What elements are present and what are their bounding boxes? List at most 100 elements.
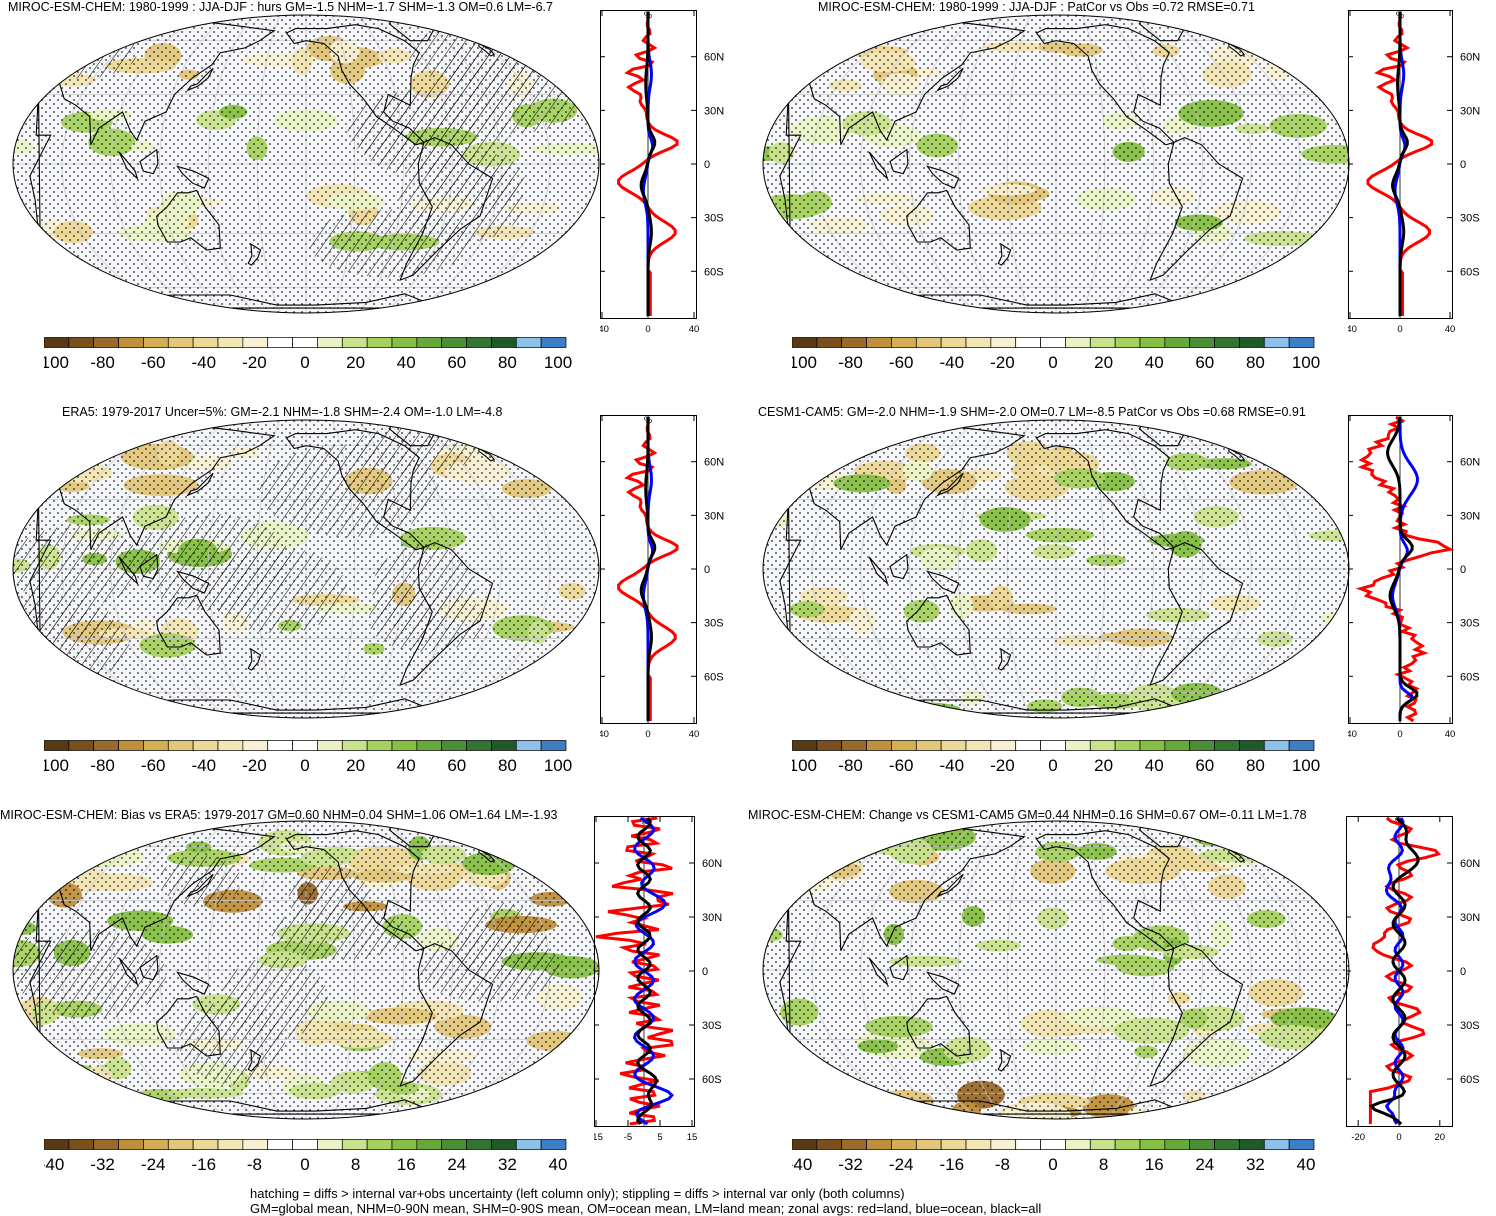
colorbar-swatch (466, 740, 492, 751)
panel-title: MIROC-ESM-CHEM: 1980-1999 : JJA-DJF : Pa… (818, 0, 1255, 14)
colorbar: -40 -32 -24 -16 -8 0 8 16 24 32 40 (44, 1139, 568, 1174)
colorbar-swatch (143, 337, 169, 348)
colorbar-label: 60 (1195, 353, 1214, 372)
footer-note-1: hatching = diffs > internal var+obs unce… (250, 1186, 905, 1201)
zonal-x-tick-label: -40 (600, 729, 609, 740)
lat-tick-label: 0 (1460, 159, 1466, 171)
colorbar-swatch (118, 740, 144, 751)
colorbar-swatch (341, 740, 368, 751)
colorbar-swatch (1263, 1139, 1290, 1150)
panel-miroc-patcor: MIROC-ESM-CHEM: 1980-1999 : JJA-DJF : Pa… (748, 0, 1496, 395)
colorbar-swatch (1214, 740, 1240, 751)
colorbar-label: -100 (792, 353, 817, 372)
lat-tick-label: 60S (702, 1074, 722, 1086)
colorbar-label: 100 (544, 353, 572, 372)
zonal-all-line (635, 817, 659, 1125)
zonal-x-tick-label: 40 (1445, 324, 1456, 335)
colorbar: -100 -80 -60 -40 -20 0 20 40 60 80 100 (792, 740, 1320, 775)
lat-tick-label: 30S (702, 1020, 722, 1032)
colorbar-swatch (366, 740, 393, 751)
colorbar-swatch (940, 740, 967, 751)
world-map (762, 419, 1350, 719)
colorbar-swatch (267, 337, 293, 348)
colorbar-swatch (317, 337, 343, 348)
colorbar-swatch (68, 740, 95, 751)
panel-era5: ERA5: 1979-2017 Uncer=5%: GM=-2.1 NHM=-1… (0, 405, 748, 800)
colorbar-label: 100 (1292, 756, 1320, 775)
colorbar-label: -8 (247, 1155, 262, 1174)
colorbar-swatch (416, 1139, 443, 1150)
lat-tick-label: 30N (1460, 912, 1480, 924)
zonal-x-tick-label: 15 (687, 1132, 698, 1143)
colorbar-label: 0 (1048, 353, 1057, 372)
colorbar-swatch (466, 337, 492, 348)
colorbar-swatch (491, 740, 517, 751)
colorbar-label: -60 (889, 353, 914, 372)
colorbar-swatch (118, 337, 144, 348)
colorbar-swatch (242, 1139, 269, 1150)
colorbar-swatch (915, 1139, 942, 1150)
colorbar-swatch (891, 740, 917, 751)
colorbar-swatch (990, 1139, 1017, 1150)
colorbar-label: -80 (838, 756, 863, 775)
lat-tick-label: 60S (1460, 266, 1480, 278)
zonal-all-line (639, 417, 657, 721)
zonal-x-tick-label: -5 (624, 1132, 632, 1143)
colorbar-label: -60 (889, 756, 914, 775)
colorbar-swatch (192, 1139, 219, 1150)
colorbar-swatch (267, 740, 293, 751)
colorbar-swatch (1139, 740, 1166, 751)
colorbar-swatch (1239, 337, 1265, 348)
zonal-x-tick-label: 40 (689, 324, 700, 335)
colorbar-label: 100 (1292, 353, 1320, 372)
colorbar-label: -24 (889, 1155, 914, 1174)
colorbar-swatch (68, 337, 95, 348)
lat-tick-label: 30S (1460, 1020, 1480, 1032)
colorbar-label: 0 (300, 353, 309, 372)
zonal-x-tick-label: -40 (600, 324, 609, 335)
colorbar-swatch (292, 337, 318, 348)
colorbar-swatch (1189, 1139, 1215, 1150)
colorbar-swatch (792, 1139, 818, 1150)
colorbar-label: 20 (346, 756, 365, 775)
zonal-land-line (1355, 415, 1455, 723)
zonal-all-line (639, 12, 657, 316)
lat-tick-label: 30S (704, 618, 724, 630)
lat-tick-label: 60S (1460, 671, 1480, 683)
zonal-all-line (1385, 416, 1419, 721)
colorbar: -40 -32 -24 -16 -8 0 8 16 24 32 40 (792, 1139, 1315, 1174)
zonal-land-line (1368, 816, 1442, 1124)
zonal-all-line (1391, 12, 1409, 316)
colorbar-swatch (1040, 740, 1066, 751)
lat-tick-label: 30N (1460, 105, 1480, 117)
colorbar-swatch (1164, 740, 1191, 751)
colorbar-label: 20 (1094, 756, 1113, 775)
lat-tick-label: 60S (1460, 1074, 1480, 1086)
colorbar-swatch (866, 1139, 892, 1150)
colorbar-swatch (366, 1139, 393, 1150)
zonal-x-tick-label: 0 (1396, 1132, 1401, 1143)
colorbar-swatch (1239, 1139, 1265, 1150)
colorbar-label: 60 (447, 756, 466, 775)
colorbar-label: -40 (940, 353, 965, 372)
colorbar-swatch (1288, 337, 1315, 348)
zonal-x-tick-label: 0 (1397, 729, 1402, 740)
colorbar-swatch (292, 740, 318, 751)
panel-title: MIROC-ESM-CHEM: Change vs CESM1-CAM5 GM=… (748, 808, 1307, 822)
colorbar-swatch (1065, 1139, 1091, 1150)
colorbar-label: 40 (549, 1155, 568, 1174)
colorbar-swatch (93, 1139, 119, 1150)
colorbar-label: 100 (544, 756, 572, 775)
colorbar-swatch (915, 740, 942, 751)
colorbar-swatch (1288, 740, 1315, 751)
colorbar-swatch (816, 740, 843, 751)
colorbar-label: 24 (1195, 1155, 1214, 1174)
lat-tick-label: 60N (702, 858, 722, 870)
lat-tick-label: 30S (704, 213, 724, 225)
lat-tick-label: 30N (704, 510, 724, 522)
colorbar-swatch (242, 740, 269, 751)
